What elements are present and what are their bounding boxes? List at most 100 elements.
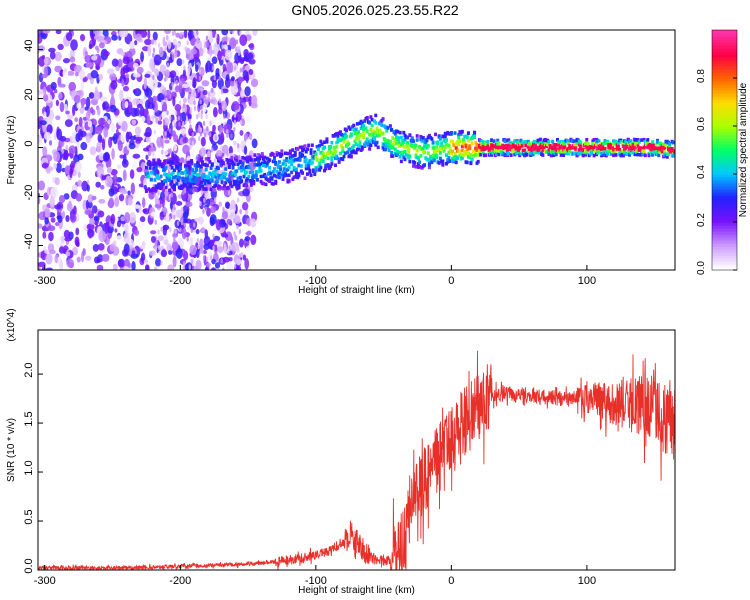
colorbar-swatch [712, 165, 737, 169]
ridge-cell [441, 162, 445, 167]
ridge-cell [592, 153, 596, 158]
ridge-cell [641, 152, 645, 157]
ridge-cell [352, 128, 356, 132]
ridge-cell [346, 150, 350, 155]
ridge-cell [453, 131, 457, 135]
noise-cell [131, 250, 136, 256]
bottom-x-axis-label: Height of straight line (km) [298, 585, 415, 596]
noise-cell [91, 55, 98, 61]
ridge-cell [419, 134, 423, 139]
noise-cell [97, 243, 105, 251]
ridge-cell [249, 158, 253, 162]
ridge-cell [573, 139, 577, 143]
ridge-cell [360, 147, 364, 151]
ridge-cell [507, 151, 511, 156]
noise-cell [235, 80, 238, 86]
ridge-cell [374, 113, 378, 118]
ridge-cell [188, 175, 192, 179]
noise-cell [174, 44, 177, 50]
ridge-cell [197, 163, 201, 168]
noise-cell [208, 44, 213, 57]
noise-cell [66, 202, 73, 212]
noise-cell [221, 210, 229, 220]
noise-cell [220, 89, 224, 95]
ridge-cell [255, 163, 259, 167]
ridge-cell [205, 178, 209, 183]
noise-cell [248, 95, 253, 107]
noise-cell [182, 120, 185, 126]
ridge-cell [537, 148, 541, 152]
bottom-y-tick-label: 2.0 [23, 362, 35, 377]
ridge-cell [465, 135, 469, 140]
ridge-cell [457, 142, 461, 147]
ridge-cell [303, 155, 307, 160]
ridge-cell [162, 188, 166, 193]
ridge-cell [151, 190, 155, 195]
ridge-cell [209, 187, 213, 192]
ridge-cell [316, 147, 320, 152]
ridge-cell [226, 158, 230, 163]
ridge-cell [168, 188, 172, 193]
noise-cell [205, 62, 209, 74]
ridge-cell [201, 162, 205, 166]
noise-cell [195, 242, 199, 248]
ridge-cell [291, 177, 295, 181]
ridge-cell [614, 153, 618, 157]
noise-cell [199, 127, 203, 133]
ridge-cell [269, 171, 273, 176]
noise-cell [114, 228, 118, 233]
noise-cell [222, 256, 231, 263]
ridge-cell [369, 138, 373, 143]
colorbar-swatch [712, 207, 737, 211]
ridge-cell [503, 152, 507, 157]
noise-cell [157, 120, 163, 125]
ridge-cell [185, 167, 189, 172]
noise-cell [90, 106, 94, 114]
ridge-cell [263, 160, 267, 164]
noise-cell [236, 224, 239, 230]
colorbar-swatch [712, 39, 737, 43]
ridge-cell [282, 159, 286, 163]
ridge-cell [418, 165, 422, 169]
noise-cell [65, 214, 70, 223]
ridge-cell [491, 146, 495, 151]
noise-cell [158, 116, 161, 122]
ridge-cell [606, 152, 610, 156]
ridge-cell [177, 168, 181, 173]
noise-cell [178, 82, 183, 95]
noise-cell [191, 132, 195, 138]
colorbar-swatch [712, 144, 737, 148]
ridge-cell [463, 134, 467, 139]
noise-cell [242, 254, 247, 261]
noise-cell [182, 103, 186, 109]
noise-cell [245, 139, 250, 148]
noise-cell [172, 96, 176, 107]
top-y-axis-label: Frequency (Hz) [6, 116, 17, 185]
noise-cell [213, 197, 217, 203]
noise-cell [197, 87, 200, 93]
ridge-cell [368, 147, 372, 151]
ridge-cell [460, 156, 464, 160]
noise-cell [43, 86, 47, 97]
colorbar-swatch [712, 135, 737, 139]
ridge-cell [547, 152, 551, 157]
noise-cell [214, 33, 218, 39]
ridge-cell [621, 153, 625, 158]
noise-cell [169, 245, 173, 251]
top-x-tick-label: 100 [578, 275, 596, 287]
ridge-cell [523, 148, 527, 153]
noise-cell [114, 216, 119, 222]
ridge-cell [244, 170, 248, 174]
noise-cell [197, 244, 200, 250]
noise-cell [136, 66, 144, 74]
colorbar-swatch [712, 42, 737, 46]
noise-cell [48, 140, 53, 146]
noise-cell [44, 217, 49, 225]
noise-cell [191, 144, 195, 157]
noise-cell [190, 48, 197, 55]
noise-cell [169, 128, 172, 134]
ridge-cell [431, 140, 435, 145]
noise-cell [237, 76, 243, 84]
noise-cell [160, 226, 163, 232]
colorbar-swatch [712, 237, 737, 241]
